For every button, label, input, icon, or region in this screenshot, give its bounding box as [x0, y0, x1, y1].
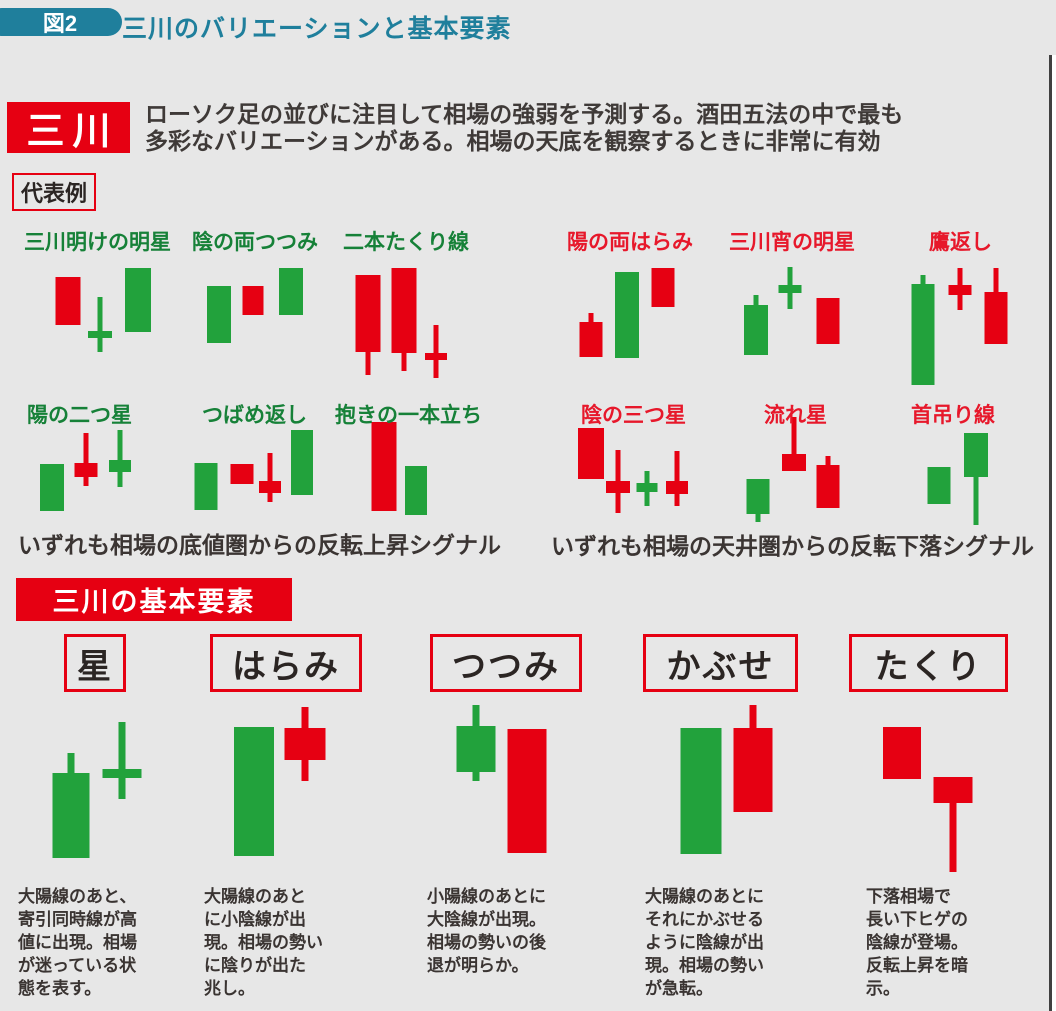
- sankawa-label: 三川: [26, 111, 119, 153]
- pattern-title: 陽の二つ星: [27, 404, 132, 427]
- basic-elements-header: 三川の基本要素: [16, 578, 292, 621]
- basic-element-candles: [456, 705, 547, 853]
- pattern-candles: [194, 430, 313, 510]
- pattern-candles: [371, 422, 427, 515]
- basic-element-description: 下落相場で 長い下ヒゲの 陰線が登場。 反転上昇を暗 示。: [866, 887, 968, 998]
- pattern-candles: [744, 267, 840, 355]
- basic-element-description: 大陽線のあとに それにかぶせる ように陰線が出 現。相場の勢い が急転。: [645, 887, 764, 998]
- basic-element-description: 大陽線のあと に小陰線が出 現。相場の勢い に陰りが出た 兆し。: [204, 887, 323, 998]
- basic-element-candles: [234, 707, 326, 856]
- top-reversal-caption: いずれも相場の天井圏からの反転下落シグナル: [551, 533, 1034, 559]
- figure-number-badge: 図2: [0, 8, 122, 36]
- basic-element-candles: [52, 722, 142, 858]
- pattern-candles: [207, 268, 303, 343]
- pattern-candles: [355, 268, 447, 378]
- pattern-candles: [746, 417, 840, 522]
- basic-element-description: 小陽線のあとに 大陰線が出現。 相場の勢いの後 退が明らか。: [427, 887, 546, 975]
- pattern-candles: [55, 268, 151, 352]
- sankawa-description: ローソク足の並びに注目して相場の強弱を予測する。酒田五法の中で最も 多彩なバリエ…: [145, 101, 904, 154]
- pattern-title: 抱きの一本立ち: [335, 404, 482, 427]
- pattern-title: 三川宵の明星: [729, 231, 855, 254]
- pattern-candles: [927, 433, 988, 525]
- pattern-title: 三川明けの明星: [24, 231, 171, 254]
- pattern-title: 陰の両つつみ: [192, 231, 318, 254]
- basic-element-label: つつみ: [430, 634, 582, 692]
- basic-element-candles: [680, 705, 773, 854]
- pattern-title: 陽の両はらみ: [567, 231, 693, 254]
- pattern-title: つばめ返し: [202, 404, 307, 427]
- pattern-candles: [40, 430, 131, 511]
- pattern-candles: [579, 268, 675, 358]
- basic-element-label: かぶせ: [643, 634, 798, 692]
- pattern-title: 陰の三つ星: [581, 404, 686, 427]
- pattern-candles: [911, 268, 1008, 385]
- basic-element-candles: [883, 727, 973, 872]
- basic-element-label: はらみ: [210, 634, 362, 692]
- pattern-candles: [578, 428, 688, 513]
- bottom-reversal-caption: いずれも相場の底値圏からの反転上昇シグナル: [18, 532, 501, 558]
- representative-examples-label: 代表例: [12, 173, 97, 211]
- figure-title: 三川のバリエーションと基本要素: [122, 15, 512, 43]
- pattern-title: 流れ星: [764, 404, 827, 427]
- basic-element-label: 星: [64, 634, 126, 692]
- page-right-border: [1049, 55, 1056, 1011]
- basic-element-label: たくり: [849, 634, 1008, 692]
- basic-element-description: 大陽線のあと、 寄引同時線が高 値に出現。相場 が迷っている状 態を表す。: [18, 887, 137, 998]
- pattern-title: 二本たくり線: [343, 231, 469, 254]
- figure-number-label: 図2: [42, 11, 78, 36]
- sankawa-label-box: 三川: [7, 102, 130, 153]
- pattern-title: 鷹返し: [929, 231, 992, 254]
- pattern-title: 首吊り線: [911, 404, 995, 427]
